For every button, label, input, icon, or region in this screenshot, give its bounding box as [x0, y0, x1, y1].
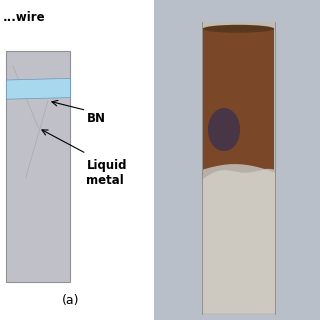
- Text: (a): (a): [62, 294, 79, 307]
- Polygon shape: [6, 78, 70, 99]
- Polygon shape: [209, 109, 239, 150]
- Bar: [154, 0, 320, 320]
- Bar: [203, 173, 274, 312]
- Ellipse shape: [203, 25, 274, 33]
- Polygon shape: [203, 165, 274, 179]
- Text: ...wire: ...wire: [3, 11, 46, 24]
- Text: Liquid
metal: Liquid metal: [86, 159, 127, 187]
- Bar: [203, 29, 274, 186]
- Text: BN: BN: [86, 112, 105, 125]
- Bar: [6, 51, 70, 282]
- Bar: [202, 22, 275, 314]
